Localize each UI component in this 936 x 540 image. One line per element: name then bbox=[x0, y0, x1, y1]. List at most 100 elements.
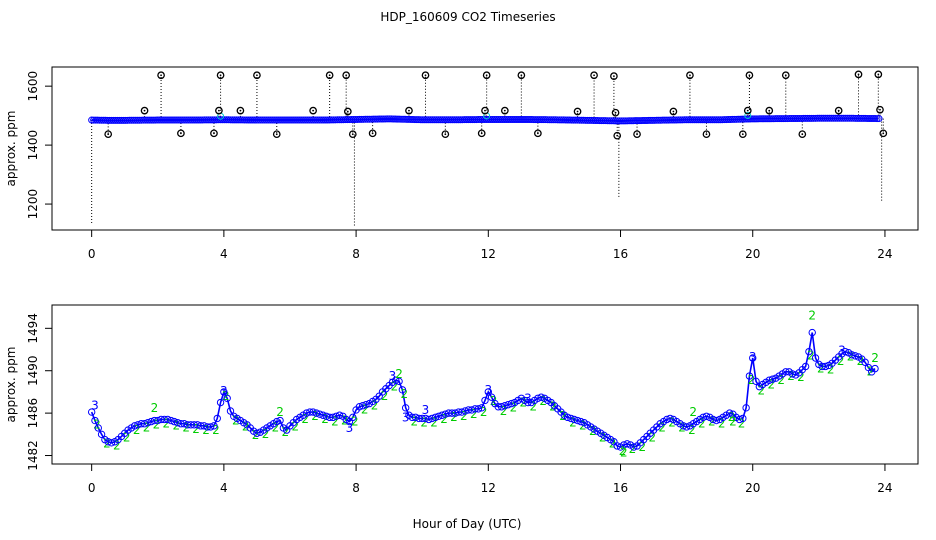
y-tick-label: 1494 bbox=[26, 313, 40, 344]
series-mark-2: 2 bbox=[490, 394, 498, 408]
series-point bbox=[745, 372, 754, 380]
series-point bbox=[431, 413, 440, 422]
series-point bbox=[319, 411, 327, 419]
series-mark-2: 2 bbox=[480, 405, 488, 419]
series-point bbox=[349, 413, 357, 422]
series-point bbox=[329, 413, 337, 422]
x-axis-label: Hour of Day (UTC) bbox=[413, 517, 522, 531]
spike-point-center bbox=[882, 132, 885, 135]
series-point bbox=[144, 418, 152, 427]
y-tick-label: 1490 bbox=[26, 355, 40, 386]
series-label-2: 2 bbox=[689, 405, 697, 419]
series-label-2: 2 bbox=[871, 351, 879, 365]
spike-point-center bbox=[213, 132, 215, 135]
series-point bbox=[359, 402, 367, 410]
series-mark-2: 2 bbox=[589, 424, 597, 438]
spike-point-center bbox=[593, 74, 595, 77]
x-tick-label: 24 bbox=[877, 247, 892, 261]
series-mark-2: 2 bbox=[103, 437, 111, 451]
series-point bbox=[87, 408, 96, 416]
series-label-3: 3 bbox=[91, 399, 99, 413]
series-mark-2: 2 bbox=[867, 365, 875, 379]
series-mark-2: 2 bbox=[272, 421, 280, 435]
series-mark-2: 2 bbox=[361, 403, 369, 417]
series-mark-2: 2 bbox=[430, 415, 438, 429]
series-label-3: 3 bbox=[524, 391, 532, 405]
series-mark-2: 2 bbox=[639, 440, 647, 454]
series-point bbox=[210, 422, 218, 430]
series-point bbox=[702, 412, 711, 420]
series-point bbox=[223, 394, 231, 402]
spike-point bbox=[405, 106, 413, 115]
spike-point bbox=[325, 71, 334, 80]
series-mark-2: 2 bbox=[331, 414, 339, 428]
series-point bbox=[801, 362, 810, 371]
series-mark-2: 2 bbox=[440, 412, 448, 426]
spike-point-center bbox=[219, 74, 222, 77]
spike-point bbox=[798, 130, 807, 139]
spike-point-center bbox=[746, 109, 749, 112]
spike-point bbox=[177, 129, 185, 138]
spike-point bbox=[610, 72, 618, 80]
spike-point-center bbox=[239, 109, 242, 112]
series-point bbox=[749, 354, 757, 362]
series-point bbox=[577, 417, 585, 426]
series-point bbox=[666, 414, 674, 423]
series-point bbox=[362, 400, 370, 409]
y-tick-label: 1486 bbox=[26, 398, 40, 429]
series-point bbox=[821, 362, 830, 371]
series-point bbox=[712, 416, 721, 425]
series-point bbox=[848, 351, 856, 359]
spike-point bbox=[500, 106, 509, 115]
spike-point-center bbox=[346, 110, 349, 113]
series-mark-2: 2 bbox=[718, 416, 726, 430]
spike-point-center bbox=[613, 75, 615, 78]
spike-point bbox=[482, 71, 491, 80]
series-point bbox=[725, 409, 734, 417]
series-point bbox=[316, 410, 324, 418]
series-point bbox=[474, 405, 483, 413]
spike-point-center bbox=[256, 74, 258, 77]
series-mark-2: 2 bbox=[242, 420, 250, 434]
series-label-3: 3 bbox=[402, 410, 410, 424]
series-mark-2: 2 bbox=[678, 421, 686, 435]
series-mark-2: 2 bbox=[123, 430, 131, 444]
series-mark-2: 2 bbox=[351, 414, 359, 428]
spike-point-center bbox=[312, 109, 315, 112]
spike-point bbox=[534, 129, 542, 138]
spike-point bbox=[309, 106, 317, 115]
spike-point bbox=[590, 71, 598, 80]
series-label-3: 3 bbox=[422, 403, 430, 417]
spike-point bbox=[441, 130, 450, 139]
series-point bbox=[739, 414, 747, 423]
series-point bbox=[276, 416, 284, 425]
series-mark-2: 2 bbox=[212, 423, 220, 437]
spike-point bbox=[834, 106, 843, 115]
series-point bbox=[273, 417, 281, 426]
x-tick-label: 20 bbox=[745, 481, 760, 495]
series-mark-2: 2 bbox=[609, 437, 617, 451]
spike-point-center bbox=[614, 111, 617, 114]
series-mark-2: 2 bbox=[629, 442, 637, 456]
spike-point bbox=[613, 131, 622, 140]
series-point bbox=[841, 347, 849, 356]
series-label-2: 2 bbox=[151, 401, 159, 415]
series-mark-2: 2 bbox=[708, 414, 716, 428]
series-point bbox=[765, 376, 773, 384]
spike-point-center bbox=[689, 74, 691, 77]
series-mark-2: 2 bbox=[470, 407, 478, 421]
series-mark-2: 2 bbox=[648, 430, 656, 444]
spike-point bbox=[781, 71, 790, 80]
series-point bbox=[140, 420, 149, 428]
spike-point-center bbox=[748, 74, 751, 77]
series-point bbox=[435, 412, 443, 420]
series-mark-2: 2 bbox=[817, 361, 825, 375]
spike-point bbox=[876, 105, 884, 114]
x-tick-label: 16 bbox=[613, 481, 628, 495]
series-point bbox=[107, 439, 116, 447]
series-mark-2: 2 bbox=[232, 413, 240, 427]
spike-point-center bbox=[616, 134, 619, 137]
series-mark-2: 2 bbox=[460, 409, 468, 423]
spike-point bbox=[686, 71, 694, 80]
x-tick-label: 8 bbox=[352, 481, 360, 495]
